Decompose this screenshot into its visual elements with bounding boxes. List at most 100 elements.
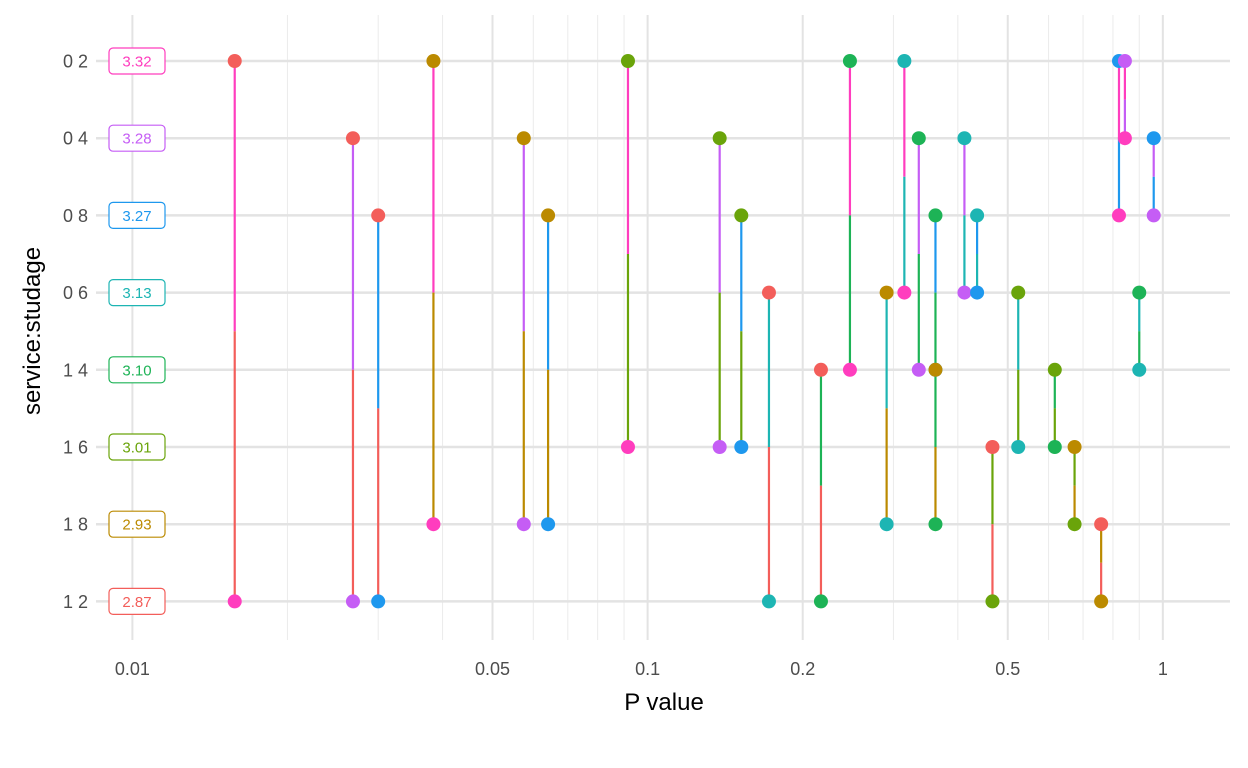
comparison-point: [1094, 594, 1109, 609]
comparison-point: [345, 594, 360, 609]
mean-label-box: [108, 47, 166, 75]
comparison-point: [928, 362, 943, 377]
mean-label-box: [108, 433, 166, 461]
comparison-point: [1047, 362, 1062, 377]
comparison-point: [541, 208, 556, 223]
comparison-point: [734, 208, 749, 223]
x-tick-label: 0.2: [790, 659, 815, 679]
mean-label-box: [108, 279, 166, 307]
comparison-point: [911, 131, 926, 146]
mean-label: 3.01: [108, 433, 166, 461]
comparison-point: [516, 517, 531, 532]
comparison-point: [897, 285, 912, 300]
comparison-point: [761, 594, 776, 609]
comparison-point: [897, 54, 912, 68]
comparison-point: [227, 54, 242, 68]
mean-label-text: 3.32: [122, 54, 151, 71]
y-tick-label: 1 6: [63, 438, 88, 458]
mean-label: 2.93: [108, 510, 166, 538]
y-tick-label: 1 2: [63, 592, 88, 612]
mean-label-box: [108, 201, 166, 229]
y-tick-label: 0 2: [63, 52, 88, 72]
mean-label-box: [108, 124, 166, 152]
y-tick-label: 1 4: [63, 360, 88, 380]
comparison-points: [227, 54, 1161, 609]
mean-label-text: 3.13: [122, 285, 151, 302]
y-tick-label: 0 8: [63, 206, 88, 226]
y-tick-label: 0 4: [63, 129, 88, 149]
comparison-point: [1111, 208, 1126, 223]
comparison-point: [227, 594, 242, 609]
comparison-point: [1067, 440, 1082, 454]
comparison-point: [516, 131, 531, 146]
comparison-point: [928, 517, 943, 532]
comparison-point: [426, 517, 441, 532]
mean-label-box: [108, 356, 166, 384]
comparison-point: [842, 362, 857, 377]
comparison-point: [541, 517, 556, 532]
comparison-point: [712, 440, 727, 454]
x-tick-label: 0.01: [115, 659, 150, 679]
x-tick-label: 0.05: [475, 659, 510, 679]
comparison-point: [1011, 285, 1026, 300]
x-tick-label: 0.1: [635, 659, 660, 679]
mean-label: 3.27: [108, 201, 166, 229]
comparison-point: [911, 362, 926, 377]
comparison-point: [1047, 440, 1062, 454]
comparison-point: [985, 594, 1000, 609]
comparison-point: [957, 285, 972, 300]
comparison-point: [620, 440, 635, 454]
comparison-point: [879, 285, 894, 300]
mean-label-text: 2.93: [122, 517, 151, 534]
comparison-point: [970, 285, 985, 300]
mean-label: 3.10: [108, 356, 166, 384]
mean-label: 3.32: [108, 47, 166, 75]
comparison-point: [1146, 208, 1161, 223]
x-tick-label: 0.5: [995, 659, 1020, 679]
comparison-point: [734, 440, 749, 454]
comparison-point: [426, 54, 441, 68]
y-tick-labels: 0 2 0 4 0 8 0 6 1 4 1 6 1 8 1 2: [63, 52, 88, 612]
comparison-point: [985, 440, 1000, 454]
comparison-point: [1117, 54, 1132, 68]
comparison-point: [371, 208, 386, 223]
mean-label-text: 3.10: [122, 362, 151, 379]
mean-label-text: 3.27: [122, 208, 151, 225]
y-tick-label: 0 6: [63, 283, 88, 303]
comparison-point: [620, 54, 635, 68]
comparison-point: [712, 131, 727, 146]
comparison-point: [928, 208, 943, 223]
mean-label-box: [108, 510, 166, 538]
x-tick-labels: 0.01 0.05 0.1 0.2 0.5 1: [115, 659, 1168, 679]
comparison-point: [842, 54, 857, 68]
comparison-point: [1011, 440, 1026, 454]
comparison-point: [957, 131, 972, 146]
comparison-point: [1132, 362, 1147, 377]
mean-label-text: 2.87: [122, 594, 151, 611]
x-tick-label: 1: [1158, 659, 1168, 679]
comparison-point: [1132, 285, 1147, 300]
comparison-point: [1094, 517, 1109, 532]
comparison-point: [1146, 131, 1161, 146]
comparison-point: [761, 285, 776, 300]
comparison-point: [879, 517, 894, 532]
comparison-point: [371, 594, 386, 609]
mean-label-box: [108, 587, 166, 616]
mean-label: 3.28: [108, 124, 166, 152]
y-tick-label: 1 8: [63, 515, 88, 535]
comparison-point: [345, 131, 360, 146]
comparison-point: [813, 362, 828, 377]
grid-lines: [96, 15, 1230, 640]
y-axis-title: service:studage: [19, 247, 46, 415]
mean-label: 3.13: [108, 279, 166, 307]
comparison-point: [1067, 517, 1082, 532]
x-axis-title: P value: [624, 689, 704, 716]
comparison-point: [813, 594, 828, 609]
mean-label: 2.87: [108, 587, 166, 616]
comparison-point: [1117, 131, 1132, 146]
mean-label-text: 3.28: [122, 131, 151, 148]
mean-label-text: 3.01: [122, 440, 151, 457]
group-mean-labels: 3.32 3.28 3.27 3.13 3.10 3.01 2.93 2.87: [108, 47, 166, 616]
comparison-segments: [233, 61, 1155, 602]
